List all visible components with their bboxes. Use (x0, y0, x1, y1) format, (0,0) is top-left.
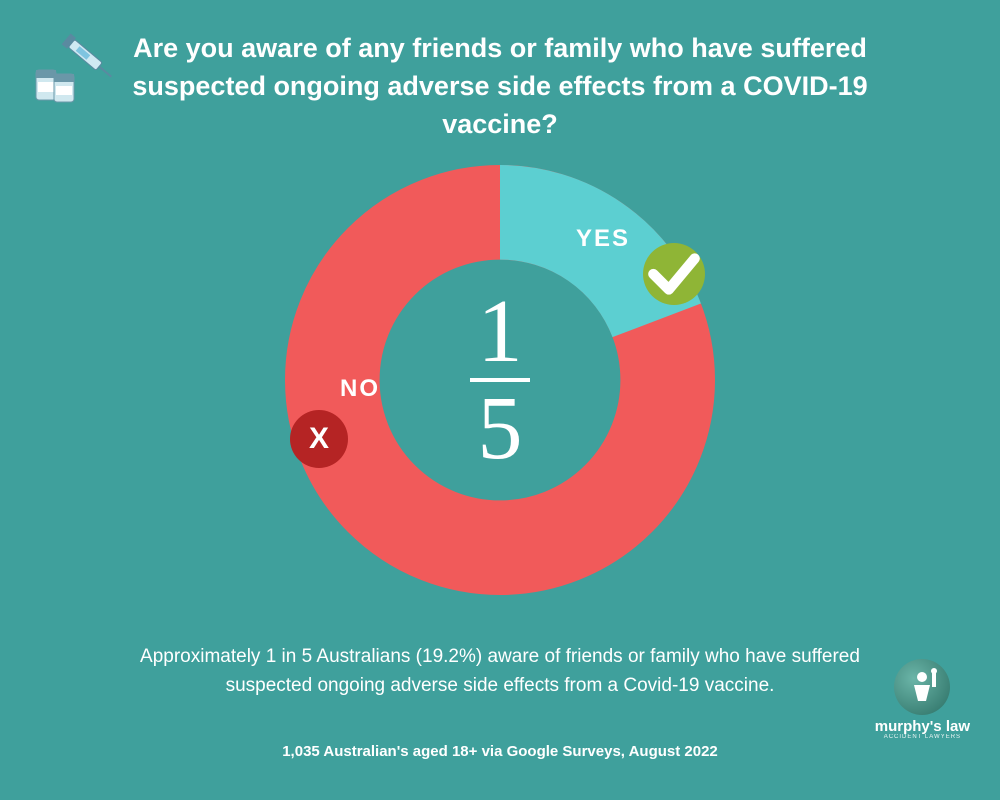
center-fraction: 1 5 (470, 291, 530, 469)
check-icon (643, 243, 705, 305)
label-yes: YES (576, 225, 630, 253)
brand-logo-text: murphy's law (875, 719, 970, 734)
check-badge (643, 243, 705, 305)
fraction-denominator: 5 (470, 388, 530, 469)
brand-logo: murphy's law ACCIDENT LAWYERS (875, 659, 970, 740)
description-text: Approximately 1 in 5 Australians (19.2%)… (100, 643, 900, 700)
donut-chart: 1 5 YES NO X (285, 165, 715, 595)
x-icon: X (309, 422, 329, 456)
brand-logo-icon (902, 667, 942, 707)
x-badge: X (290, 410, 348, 468)
page-title: Are you aware of any friends or family w… (110, 30, 890, 143)
fraction-numerator: 1 (470, 291, 530, 372)
vaccine-icon (28, 28, 118, 113)
footnote-text: 1,035 Australian's aged 18+ via Google S… (282, 743, 718, 760)
brand-logo-tagline: ACCIDENT LAWYERS (875, 734, 970, 740)
label-no: NO (340, 375, 380, 403)
brand-logo-mark (894, 659, 950, 715)
